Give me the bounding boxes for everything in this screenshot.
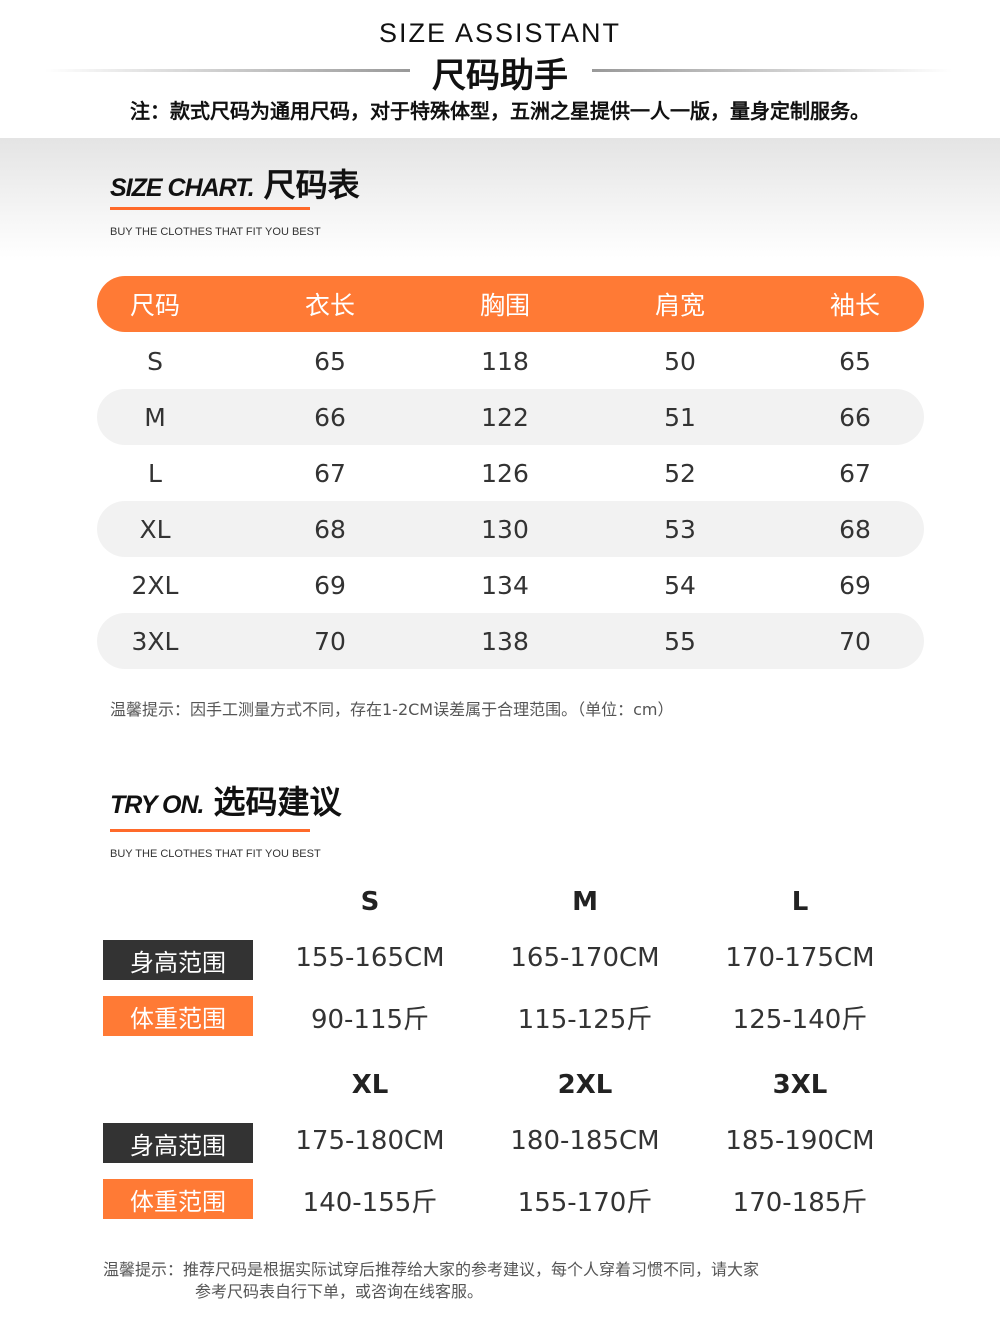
subtitle: BUY THE CLOTHES THAT FIT YOU BEST (110, 226, 321, 238)
heading-en: SIZE CHART. (110, 174, 255, 202)
weight-value: 140-155斤 (302, 1188, 438, 1218)
try-on-tip-line2: 参考尺码表自行下单，或咨询在线客服。 (195, 1282, 484, 1301)
height-range-label: 身高范围 (103, 940, 253, 980)
height-value: 185-190CM (725, 1126, 875, 1156)
weight-value: 155-170斤 (517, 1188, 653, 1218)
header-note: 注：款式尺码为通用尺码，对于特殊体型，五洲之星提供一人一版，量身定制服务。 (130, 99, 870, 123)
table-row: L 67 126 52 67 (97, 445, 924, 501)
try-on-heading: TRY ON. 选码建议 (110, 777, 342, 823)
table-cell: 67 (839, 458, 871, 488)
size-heading: S (360, 887, 380, 917)
table-row: M 66 122 51 66 (97, 389, 924, 445)
table-cell: 130 (481, 514, 529, 544)
weight-range-label: 体重范围 (103, 996, 253, 1036)
title-cn: 尺码助手 (432, 56, 568, 96)
weight-value: 170-185斤 (732, 1188, 868, 1218)
column-header: 肩宽 (654, 291, 705, 320)
height-value: 180-185CM (510, 1126, 660, 1156)
header-shadow-band (0, 138, 1000, 258)
table-row: 2XL 69 134 54 69 (97, 557, 924, 613)
table-cell: 53 (664, 514, 696, 544)
title-en: SIZE ASSISTANT (378, 18, 622, 48)
subtitle: BUY THE CLOTHES THAT FIT YOU BEST (110, 848, 321, 860)
table-cell: 69 (314, 570, 346, 600)
column-header: 袖长 (829, 291, 880, 320)
height-value: 170-175CM (725, 943, 875, 973)
column-header: 胸围 (479, 291, 530, 320)
height-value: 175-180CM (295, 1126, 445, 1156)
table-cell: 65 (839, 346, 871, 376)
table-row: XL 68 130 53 68 (97, 501, 924, 557)
table-cell: 51 (664, 402, 696, 432)
table-cell: 126 (481, 458, 529, 488)
table-cell: 2XL (131, 570, 179, 600)
weight-value: 90-115斤 (310, 1005, 430, 1035)
height-range-label: 身高范围 (103, 1123, 253, 1163)
size-heading: XL (351, 1070, 389, 1100)
size-chart-heading: SIZE CHART. 尺码表 (110, 160, 360, 206)
table-row: 3XL 70 138 55 70 (97, 613, 924, 669)
table-cell: L (148, 458, 162, 488)
table-cell: 66 (314, 402, 346, 432)
table-cell: 65 (314, 346, 346, 376)
orange-underline (110, 207, 310, 210)
height-value: 165-170CM (510, 943, 660, 973)
table-cell: 50 (664, 346, 696, 376)
divider-left (45, 69, 410, 72)
table-row: S 65 118 50 65 (97, 333, 924, 389)
size-heading: M (572, 887, 598, 917)
table-cell: 122 (481, 402, 529, 432)
table-cell: 70 (314, 626, 346, 656)
column-header: 衣长 (304, 291, 355, 320)
table-cell: 3XL (131, 626, 179, 656)
table-cell: 70 (839, 626, 871, 656)
table-cell: M (144, 402, 166, 432)
size-heading: 2XL (557, 1070, 613, 1100)
table-cell: 69 (839, 570, 871, 600)
heading-en: TRY ON. (110, 791, 204, 819)
table-cell: S (147, 346, 163, 376)
table-cell: XL (139, 514, 171, 544)
table-cell: 118 (481, 346, 529, 376)
table-cell: 68 (314, 514, 346, 544)
weight-range-label: 体重范围 (103, 1179, 253, 1219)
table-cell: 55 (664, 626, 696, 656)
orange-underline (110, 829, 310, 832)
table-cell: 52 (664, 458, 696, 488)
weight-value: 125-140斤 (732, 1005, 868, 1035)
size-heading: L (791, 887, 809, 917)
weight-value: 115-125斤 (517, 1005, 653, 1035)
table-header: 尺码 衣长 胸围 肩宽 袖长 (97, 276, 924, 332)
table-cell: 138 (481, 626, 529, 656)
table-cell: 134 (481, 570, 529, 600)
height-value: 155-165CM (295, 943, 445, 973)
table-cell: 66 (839, 402, 871, 432)
size-tip: 温馨提示：因手工测量方式不同，存在1-2CM误差属于合理范围。（单位：cm） (110, 700, 674, 719)
try-on-tip-line1: 温馨提示：推荐尺码是根据实际试穿后推荐给大家的参考建议，每个人穿着习惯不同，请大… (103, 1260, 760, 1279)
heading-cn: 选码建议 (213, 783, 342, 821)
table-cell: 67 (314, 458, 346, 488)
table-cell: 54 (664, 570, 696, 600)
size-heading: 3XL (772, 1070, 828, 1100)
table-cell: 68 (839, 514, 871, 544)
heading-cn: 尺码表 (263, 166, 360, 204)
column-header: 尺码 (129, 291, 180, 320)
